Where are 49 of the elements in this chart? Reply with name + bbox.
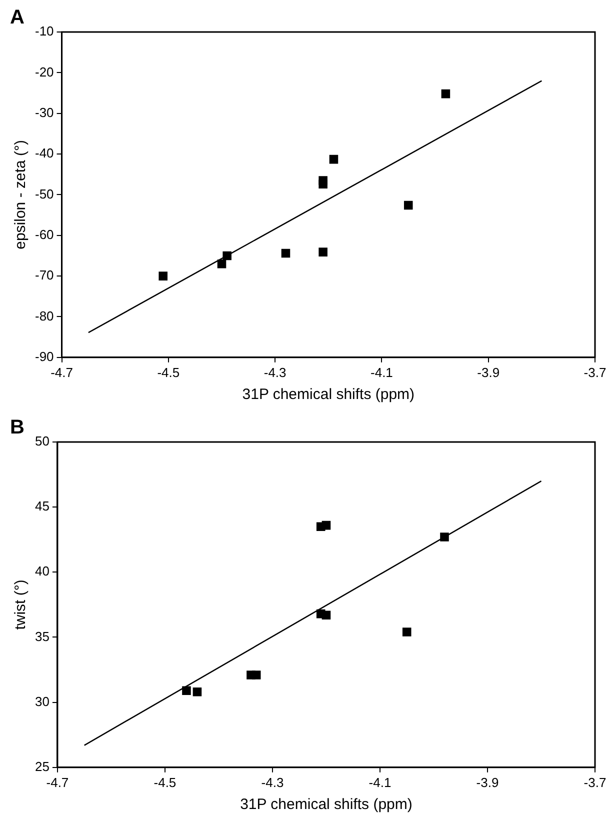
chart-title: B [10, 416, 24, 439]
x-tick-label: -4.3 [264, 364, 286, 380]
x-tick-label: -3.9 [476, 774, 499, 790]
point [217, 259, 226, 268]
x-axis-title: 31P chemical shifts (ppm) [240, 796, 412, 814]
chart-title: A [10, 6, 24, 29]
y-tick-label: 35 [34, 628, 50, 644]
y-tick-label: -60 [34, 226, 54, 242]
y-tick-label: -50 [34, 186, 54, 202]
point [322, 610, 331, 620]
y-tick-label: -40 [34, 146, 54, 161]
x-tick-label: -4.7 [50, 364, 73, 380]
y-tick-label: 30 [34, 694, 50, 709]
x-tick-label: -4.3 [261, 774, 284, 790]
y-tick-label: 40 [34, 564, 50, 579]
x-tick-label: -3.7 [584, 364, 606, 380]
point [318, 248, 328, 256]
point [402, 628, 412, 636]
y-tick-label: -10 [34, 24, 54, 39]
y-tick-label: 25 [34, 758, 50, 774]
x-tick-label: -4.5 [154, 774, 176, 790]
x-tick-label: -4.1 [370, 364, 393, 380]
point [281, 248, 290, 258]
point [441, 89, 450, 98]
point [182, 686, 191, 695]
y-tick-label: -90 [34, 348, 54, 364]
point [329, 154, 338, 164]
x-axis-title: 31P chemical shifts (ppm) [242, 386, 415, 404]
y-axis-title: twist (°) [12, 580, 30, 630]
point [158, 272, 168, 280]
point [318, 180, 328, 189]
y-tick-label: -80 [34, 308, 54, 324]
y-axis-title: epsilon - zeta (°) [12, 140, 30, 250]
y-tick-label: 45 [34, 498, 50, 514]
x-tick-label: -4.1 [368, 774, 392, 790]
point [222, 251, 232, 260]
y-tick-label: -70 [34, 268, 54, 283]
point [440, 532, 449, 542]
y-tick-label: -30 [34, 104, 54, 120]
point [404, 200, 413, 210]
point [252, 670, 261, 680]
x-tick-label: -4.7 [46, 774, 69, 790]
y-tick-label: -20 [34, 64, 54, 80]
x-tick-label: -3.9 [477, 364, 500, 380]
y-tick-label: 50 [34, 434, 50, 449]
x-tick-label: -3.7 [584, 774, 606, 790]
point [322, 520, 331, 530]
x-tick-label: -4.5 [157, 364, 180, 380]
point [192, 688, 202, 696]
